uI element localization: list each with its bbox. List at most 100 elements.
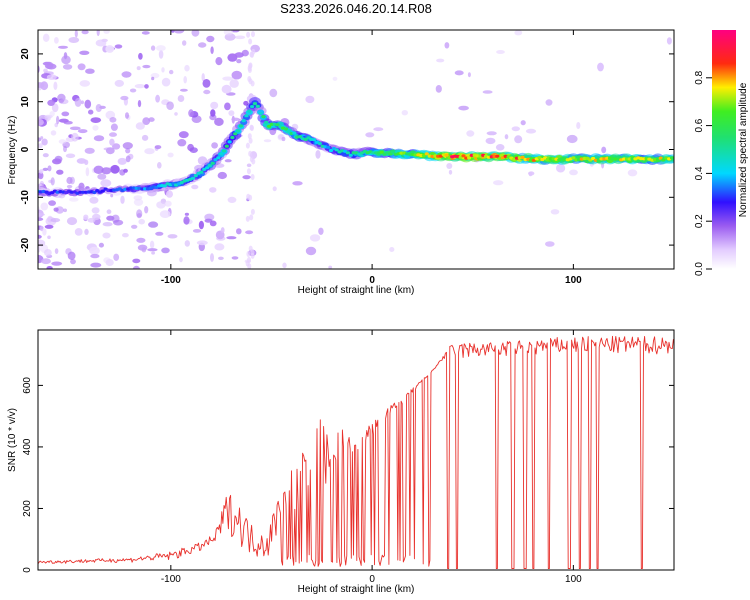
heatmap-noise-blob xyxy=(235,52,244,58)
heatmap-noise-blob xyxy=(220,227,225,234)
heatmap-noise-blob xyxy=(58,118,69,123)
heatmap-noise-blob xyxy=(102,222,113,227)
heatmap-noise-blob xyxy=(198,42,207,48)
heatmap-noise-blob xyxy=(236,228,242,235)
heatmap-noise-blob xyxy=(114,44,123,49)
heatmap-noise-blob xyxy=(192,229,202,233)
y-tick-label: 0 xyxy=(22,567,33,573)
heatmap-noise-blob xyxy=(154,145,162,150)
heatmap-noise-blob xyxy=(332,76,338,81)
heatmap-noise-blob xyxy=(125,148,131,154)
heatmap-noise-blob xyxy=(105,45,115,53)
heatmap-noise-blob xyxy=(201,73,205,82)
heatmap-noise-blob xyxy=(245,230,254,235)
heatmap-noise-blob xyxy=(182,40,187,46)
heatmap-noise-blob xyxy=(231,70,243,80)
heatmap-ridge-cell xyxy=(334,148,339,152)
heatmap-noise-blob xyxy=(466,130,475,137)
heatmap-noise-blob xyxy=(173,30,185,34)
heatmap-noise-blob xyxy=(444,42,450,49)
heatmap-ridge-cell xyxy=(106,188,111,193)
heatmap-noise-blob xyxy=(224,102,231,111)
heatmap-noise-blob xyxy=(210,253,214,262)
heatmap-noise-blob xyxy=(85,68,95,74)
heatmap-ridge-cell xyxy=(207,164,212,168)
heatmap-ridge-cell xyxy=(258,111,263,115)
heatmap-noise-blob xyxy=(117,157,127,165)
heatmap-noise-blob xyxy=(93,165,104,174)
y-tick-label: 0 xyxy=(20,146,31,152)
heatmap-noise-blob xyxy=(528,171,535,176)
heatmap-noise-blob xyxy=(41,258,51,265)
heatmap-noise-blob xyxy=(53,207,59,212)
heatmap-noise-blob xyxy=(272,186,277,192)
heatmap-noise-blob xyxy=(91,207,100,214)
heatmap-noise-blob xyxy=(187,143,195,152)
heatmap-noise-blob xyxy=(166,190,173,198)
heatmap-noise-blob xyxy=(263,139,272,143)
heatmap-noise-blob xyxy=(209,220,217,227)
snr-frame xyxy=(37,329,675,571)
heatmap-noise-blob xyxy=(496,50,505,54)
heatmap-noise-blob xyxy=(248,150,253,157)
heatmap-noise-blob xyxy=(93,135,105,142)
heatmap-noise-blob xyxy=(58,139,67,144)
heatmap-noise-blob xyxy=(113,253,120,261)
heatmap-noise-blob xyxy=(246,163,252,168)
snr-y-ticks: 0 200 400 600 xyxy=(22,377,674,573)
heatmap-noise-blob xyxy=(196,240,208,246)
colorbar-tick-label: 0.8 xyxy=(694,70,705,84)
heatmap-noise-blob xyxy=(76,158,87,164)
x-tick-label: -100 xyxy=(161,275,181,286)
heatmap-noise-blob xyxy=(142,64,151,69)
heatmap-noise-blob xyxy=(545,99,553,106)
heatmap-noise-blob xyxy=(123,168,128,173)
heatmap-noise-blob xyxy=(206,35,215,43)
heatmap-noise-blob xyxy=(156,45,166,52)
heatmap-noise-blob xyxy=(215,57,223,66)
heatmap-ridge-cell xyxy=(326,145,331,149)
heatmap-ridge-cell xyxy=(255,104,260,108)
heatmap-ridge-cell xyxy=(630,157,635,161)
y-tick-label: -20 xyxy=(20,237,31,252)
heatmap-ridge-cell xyxy=(238,124,243,128)
heatmap-noise-blob xyxy=(83,214,89,220)
heatmap-noise-blob xyxy=(133,198,144,206)
heatmap-noise-blob xyxy=(58,98,69,105)
heatmap-noise-blob xyxy=(61,55,71,65)
y-tick-label: 10 xyxy=(20,96,31,108)
heatmap-noise-blob xyxy=(120,95,129,101)
heatmap-noise-blob xyxy=(44,249,52,257)
heatmap-noise-blob xyxy=(42,153,49,158)
heatmap-noise-blob xyxy=(102,232,111,239)
heatmap-noise-blob xyxy=(95,104,102,112)
heatmap-noise-blob xyxy=(486,131,497,136)
heatmap-noise-blob xyxy=(230,30,240,33)
heatmap-noise-blob xyxy=(77,129,88,134)
heatmap-ridge-cell xyxy=(421,153,427,158)
heatmap-noise-blob xyxy=(224,159,232,163)
heatmap-noise-blob xyxy=(389,247,395,252)
heatmap-noise-blob xyxy=(97,173,107,180)
heatmap-ridge-cell xyxy=(520,155,525,159)
heatmap-noise-blob xyxy=(38,246,41,253)
heatmap-y-axis-label: Frequency (Hz) xyxy=(7,116,18,185)
heatmap-noise-blob xyxy=(666,37,672,45)
heatmap-noise-blob xyxy=(134,84,146,89)
heatmap-ridge-cell xyxy=(312,138,317,142)
heatmap-noise-blob xyxy=(122,233,129,238)
heatmap-noise-blob xyxy=(217,171,227,180)
heatmap-noise-blob xyxy=(156,201,166,209)
heatmap-noise-blob xyxy=(110,123,118,131)
heatmap-noise-blob xyxy=(54,248,59,255)
heatmap-noise-blob xyxy=(88,109,94,115)
heatmap-noise-blob xyxy=(305,246,317,256)
heatmap-noise-blob xyxy=(228,110,235,116)
heatmap-ridge-cell xyxy=(210,161,215,165)
heatmap-noise-blob xyxy=(141,134,149,141)
heatmap-noise-blob xyxy=(84,147,95,154)
heatmap-noise-blob xyxy=(365,132,375,138)
heatmap-noise-blob xyxy=(169,69,174,75)
heatmap-noise-blob xyxy=(109,138,115,146)
